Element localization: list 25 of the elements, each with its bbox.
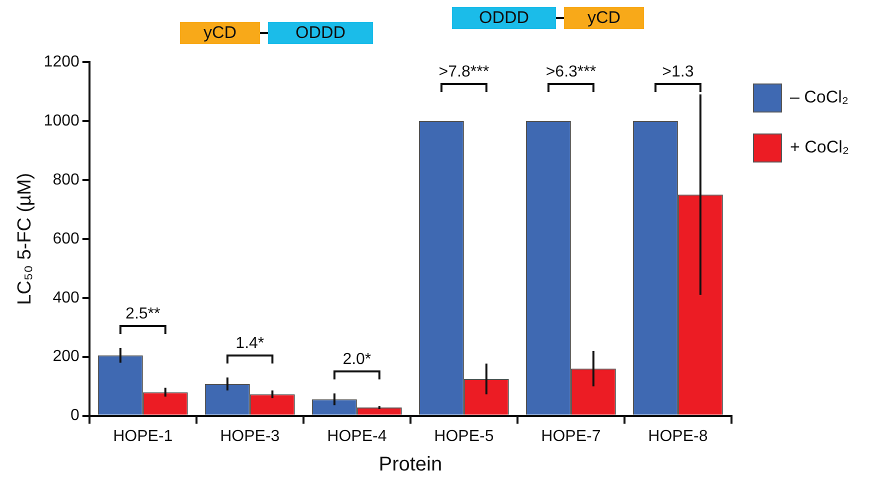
annotation: 1.4* (236, 334, 264, 352)
annotation: >6.3*** (546, 63, 596, 80)
x-tick-label: HOPE-4 (327, 428, 387, 445)
x-tick-label: HOPE-3 (220, 428, 280, 445)
legend-label: + CoCl₂ (790, 138, 850, 157)
x-tick-label: HOPE-7 (541, 428, 601, 445)
legend-label: – CoCl₂ (790, 88, 849, 107)
x-axis-title: Protein (378, 454, 442, 476)
y-tick-label: 200 (52, 348, 80, 366)
annotation: 2.5** (126, 305, 160, 322)
x-tick-label: HOPE-5 (434, 428, 494, 445)
x-tick-label: HOPE-1 (113, 428, 173, 445)
y-tick-label: 800 (52, 171, 80, 188)
y-tick-label: 400 (52, 289, 80, 306)
annotation: >1.3 (662, 63, 694, 80)
y-tick-label: 1200 (44, 53, 80, 70)
y-tick-label: 0 (70, 407, 80, 424)
annotation: >7.8*** (438, 63, 490, 80)
x-tick-label: HOPE-8 (648, 428, 708, 445)
y-axis-title: LC₅₀ 5-FC (µM) (14, 172, 36, 305)
y-tick-label: 600 (52, 230, 80, 248)
annotation: 2.0* (342, 350, 372, 368)
y-tick-label: 1000 (44, 112, 80, 130)
fusion-construct-diagram: ODDD yCD (452, 7, 644, 29)
fusion-construct-diagram: yCD ODDD (180, 22, 373, 44)
